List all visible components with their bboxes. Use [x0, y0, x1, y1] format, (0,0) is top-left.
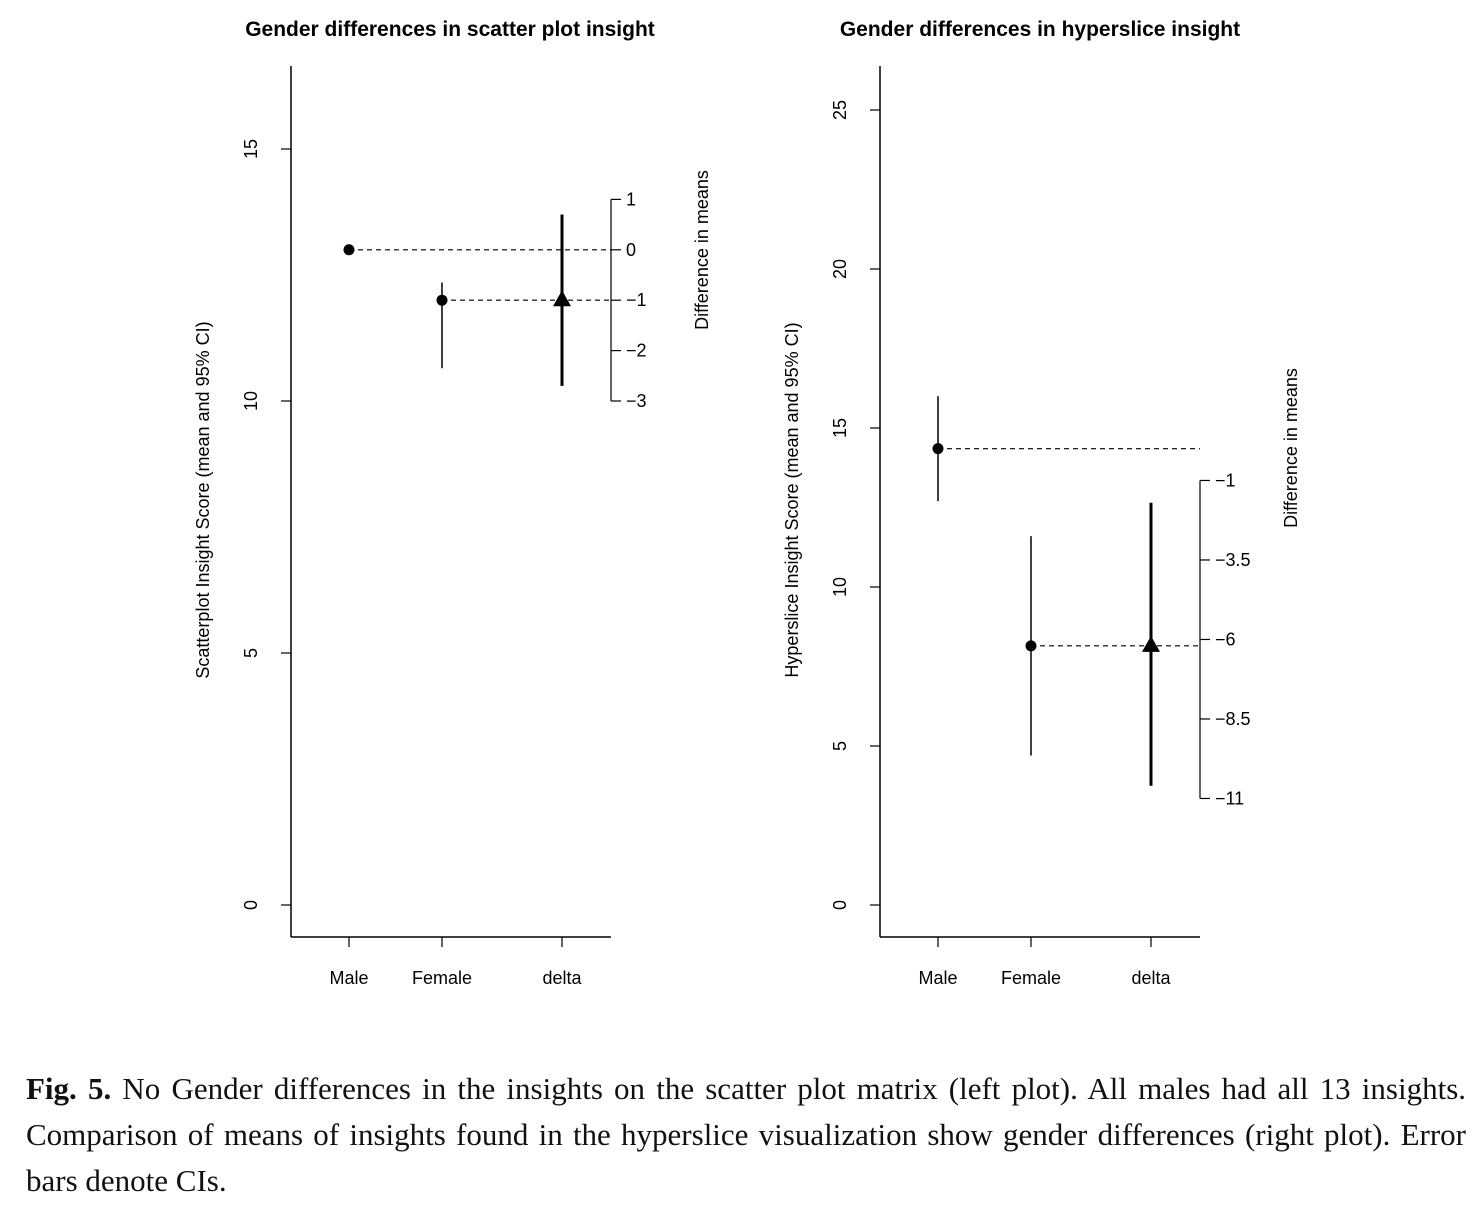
- right-tick-label: −8.5: [1215, 709, 1251, 729]
- y-axis-label: Hyperslice Insight Score (mean and 95% C…: [782, 322, 802, 677]
- plot-title: Gender differences in hyperslice insight: [840, 18, 1240, 41]
- right-tick-label: −2: [626, 341, 647, 361]
- right-tick-label: −1: [626, 290, 647, 310]
- y-tick-label: 10: [241, 391, 261, 411]
- y-axis-label: Scatterplot Insight Score (mean and 95% …: [193, 321, 213, 678]
- right-tick-label: −3.5: [1215, 550, 1251, 570]
- x-tick-label: Female: [1001, 968, 1061, 988]
- x-tick-label: Male: [918, 968, 957, 988]
- x-tick-label: Male: [329, 968, 368, 988]
- mean-point-male: [343, 244, 355, 256]
- caption-label: Fig. 5.: [26, 1071, 112, 1106]
- mean-point-delta: [1142, 635, 1160, 652]
- right-tick-label: −11: [1215, 788, 1244, 808]
- x-tick-label: delta: [1131, 968, 1171, 988]
- y-tick-label: 25: [830, 100, 850, 120]
- mean-point-female: [436, 294, 448, 306]
- y-tick-label: 15: [241, 139, 261, 159]
- caption-text: No Gender differences in the insights on…: [26, 1071, 1467, 1198]
- x-tick-label: Female: [412, 968, 472, 988]
- y-tick-label: 5: [241, 648, 261, 658]
- y-tick-label: 5: [830, 741, 850, 751]
- y-tick-label: 0: [241, 900, 261, 910]
- plot-title: Gender differences in scatter plot insig…: [245, 18, 655, 41]
- right-plot: Gender differences in hyperslice insight…: [782, 18, 1301, 988]
- y-tick-label: 20: [830, 259, 850, 279]
- right-tick-label: 0: [626, 240, 636, 260]
- mean-point-male: [932, 443, 944, 455]
- y-tick-label: 10: [830, 577, 850, 597]
- right-tick-label: −6: [1215, 629, 1236, 649]
- right-axis-label: Difference in means: [1281, 368, 1301, 528]
- x-tick-label: delta: [542, 968, 582, 988]
- right-axis-label: Difference in means: [692, 170, 712, 330]
- right-tick-label: −1: [1215, 470, 1236, 490]
- mean-point-female: [1025, 640, 1037, 652]
- figure-caption: Fig. 5. No Gender differences in the ins…: [26, 1066, 1466, 1204]
- right-tick-label: 1: [626, 189, 636, 209]
- right-tick-label: −3: [626, 391, 647, 411]
- left-plot: Gender differences in scatter plot insig…: [193, 18, 712, 988]
- mean-point-delta: [553, 290, 571, 307]
- y-tick-label: 15: [830, 418, 850, 438]
- y-tick-label: 0: [830, 900, 850, 910]
